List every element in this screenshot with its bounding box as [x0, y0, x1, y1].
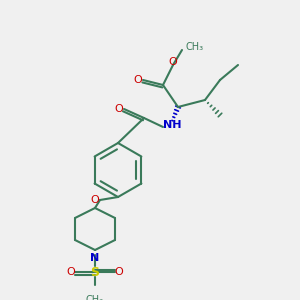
Text: S: S — [91, 266, 100, 278]
Text: O: O — [169, 57, 177, 67]
Text: N: N — [90, 253, 100, 263]
Text: O: O — [134, 75, 142, 85]
Text: CH₃: CH₃ — [185, 42, 203, 52]
Text: NH: NH — [163, 120, 182, 130]
Text: CH₃: CH₃ — [86, 295, 104, 300]
Text: O: O — [91, 195, 99, 205]
Text: O: O — [115, 267, 123, 277]
Text: O: O — [115, 104, 123, 114]
Text: O: O — [67, 267, 75, 277]
